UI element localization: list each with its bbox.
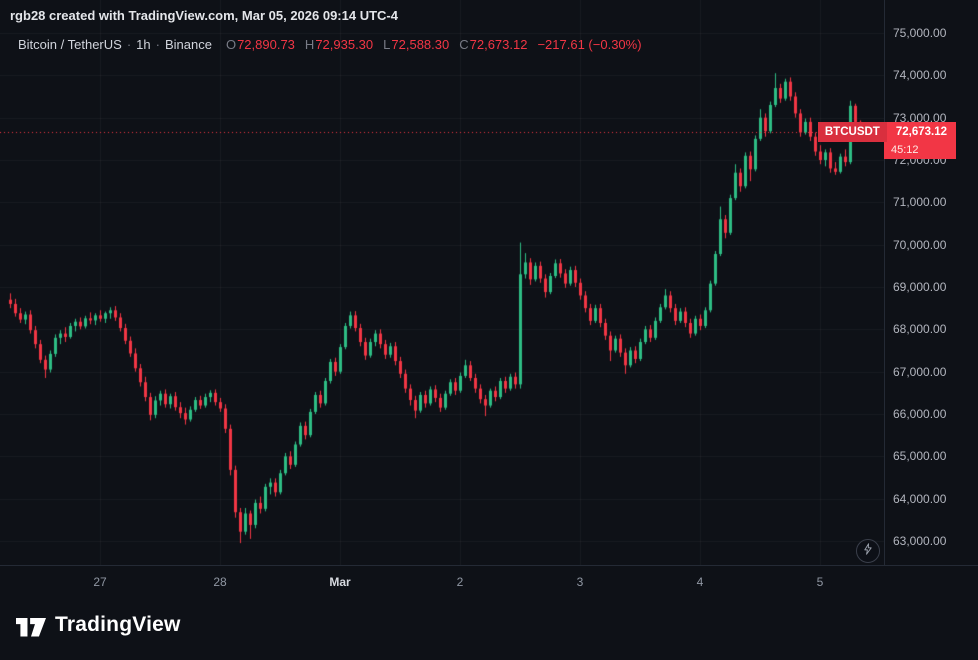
price-tick-label: 74,000.00 <box>893 68 947 83</box>
price-tick-label: 64,000.00 <box>893 491 947 506</box>
exchange-label: Binance <box>164 37 212 52</box>
price-tick-label: 63,000.00 <box>893 534 947 548</box>
time-axis[interactable]: 27 28 Mar 2 3 4 5 <box>0 565 978 601</box>
instant-trading-button[interactable] <box>856 539 880 563</box>
tradingview-logo-icon <box>16 612 46 638</box>
price-label-value: 72,673.12 <box>886 121 956 142</box>
candle-countdown: 45:12 <box>884 141 956 159</box>
price-axis[interactable]: 75,000.00 74,000.00 73,000.00 72,000.00 71,0… <box>884 0 978 565</box>
time-tick-label: Mar <box>329 575 351 589</box>
low-value: 72,588.30 <box>391 37 450 52</box>
price-tick-label: 70,000.00 <box>893 237 947 252</box>
price-tick-label: 65,000.00 <box>893 449 947 464</box>
time-tick-label: 27 <box>93 575 107 589</box>
symbol-title[interactable]: Bitcoin / TetherUS <box>18 37 122 52</box>
price-tick-label: 69,000.00 <box>893 280 947 294</box>
price-tick-label: 73,000.00 <box>893 110 947 125</box>
close-value: 72,673.12 <box>469 37 528 52</box>
time-tick-label: 5 <box>816 575 824 589</box>
time-tick-label: 28 <box>213 575 227 589</box>
interval-label[interactable]: 1h <box>136 37 151 52</box>
high-value: 72,935.30 <box>315 37 374 52</box>
current-price-label: BTCUSDT 72,673.12 <box>817 121 956 142</box>
attribution-watermark: rgb28 created with TradingView.com, Mar … <box>10 8 398 23</box>
price-tick-label: 66,000.00 <box>893 407 947 421</box>
legend-separator: · <box>126 37 132 52</box>
time-tick-label: 3 <box>576 575 584 589</box>
low-letter: L <box>383 37 391 52</box>
lightning-bolt-icon <box>861 542 875 561</box>
time-tick-label: 2 <box>456 575 464 589</box>
tradingview-logo[interactable]: TradingView <box>16 612 181 638</box>
price-tick-label: 68,000.00 <box>893 322 947 337</box>
tradingview-logo-text: TradingView <box>55 613 181 636</box>
change-value: −217.61 (−0.30%) <box>537 37 642 52</box>
legend-separator: · <box>155 37 160 52</box>
candlestick-chart-canvas[interactable] <box>0 0 884 565</box>
price-label-symbol: BTCUSDT <box>817 121 887 142</box>
open-value: 72,890.73 <box>237 37 295 52</box>
open-letter: O <box>225 37 237 52</box>
high-letter: H <box>304 37 315 52</box>
time-tick-label: 4 <box>696 575 704 589</box>
price-tick-label: 71,000.00 <box>893 195 947 210</box>
price-tick-label: 75,000.00 <box>893 26 947 40</box>
close-letter: C <box>459 37 469 52</box>
symbol-legend: Bitcoin / TetherUS · 1h · Binance O 72,8… <box>18 37 642 52</box>
price-tick-label: 67,000.00 <box>893 364 947 379</box>
